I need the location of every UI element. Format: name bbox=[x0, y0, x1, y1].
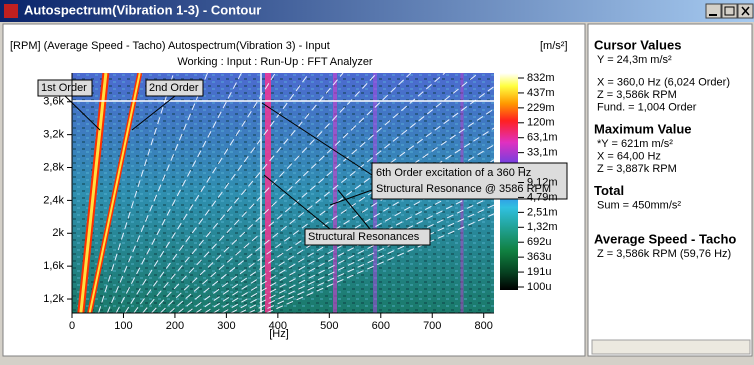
order-line bbox=[248, 194, 494, 313]
panel-value: *Y = 621m m/s² bbox=[597, 138, 673, 150]
x-axis-label: [Hz] bbox=[269, 328, 289, 340]
colorbar-label: 9,12m bbox=[527, 176, 558, 188]
resonance-band bbox=[333, 73, 337, 313]
y-tick-label: 2,4k bbox=[43, 194, 64, 206]
x-tick-label: 400 bbox=[269, 320, 287, 332]
order-line bbox=[159, 73, 412, 313]
colorbar-label: 2,51m bbox=[527, 206, 558, 218]
x-tick-label: 200 bbox=[166, 320, 184, 332]
panel-heading: Cursor Values bbox=[594, 37, 681, 52]
plot-title: [RPM] (Average Speed - Tacho) Autospectr… bbox=[10, 40, 330, 52]
colorbar-label: 100u bbox=[527, 281, 551, 293]
order-line bbox=[124, 73, 276, 313]
panel-heading: Maximum Value bbox=[594, 121, 692, 136]
panel-value: Fund. = 1,004 Order bbox=[597, 101, 697, 113]
panel-value: Z = 3,586k RPM (59,76 Hz) bbox=[597, 248, 731, 260]
annotation-pointer bbox=[263, 174, 331, 230]
colorbar-label: 4,79m bbox=[527, 191, 558, 203]
colorbar-label: 63,1m bbox=[527, 132, 558, 144]
colorbar-label: 832m bbox=[527, 72, 555, 84]
annotation-box bbox=[371, 162, 568, 200]
window-buttons[interactable] bbox=[705, 3, 754, 19]
order-line bbox=[79, 73, 108, 313]
x-tick-label: 100 bbox=[114, 320, 132, 332]
annotation-text: 2nd Order bbox=[149, 82, 199, 94]
annotation-text: 6th Order excitation of a 360 Hz bbox=[376, 167, 531, 179]
window-title: Autospectrum(Vibration 1-3) - Contour bbox=[24, 2, 261, 17]
panel-value: Sum = 450mm/s² bbox=[597, 199, 681, 211]
x-tick-label: 500 bbox=[320, 320, 338, 332]
annotation-box bbox=[145, 79, 204, 97]
panel-value: Z = 3,887k RPM bbox=[597, 163, 677, 175]
colorbar-label: 437m bbox=[527, 87, 555, 99]
y-tick-label: 2,8k bbox=[43, 161, 64, 173]
annotation-text: Structural Resonances bbox=[308, 231, 420, 243]
colorbar-label: 120m bbox=[527, 117, 555, 129]
order-line bbox=[177, 73, 479, 313]
order-line bbox=[142, 73, 344, 313]
annotation-pointer bbox=[337, 189, 371, 230]
colorbar-label: 1,32m bbox=[527, 221, 558, 233]
colorbar-label: 229m bbox=[527, 102, 555, 114]
order-line bbox=[186, 85, 494, 313]
y-tick-label: 3,2k bbox=[43, 129, 64, 141]
x-tick-label: 300 bbox=[217, 320, 235, 332]
annotation-box bbox=[37, 79, 93, 97]
annotation-pointer bbox=[131, 95, 176, 131]
x-tick-label: 700 bbox=[423, 320, 441, 332]
order-line bbox=[168, 73, 446, 313]
values-panel bbox=[587, 23, 753, 357]
annotation-text: 1st Order bbox=[41, 82, 87, 94]
order-line bbox=[266, 213, 494, 313]
unit-label: [m/s²] bbox=[540, 40, 568, 52]
resonance-band bbox=[265, 73, 271, 313]
annotation-text: Structural Resonance @ 3586 RPM bbox=[376, 183, 551, 195]
panel-value: X = 360,0 Hz (6,024 Order) bbox=[597, 76, 730, 88]
y-tick-label: 3,6k bbox=[43, 96, 64, 108]
order-line bbox=[195, 108, 494, 313]
panel-value: Y = 24,3m m/s² bbox=[597, 54, 672, 66]
panel-value: Z = 3,586k RPM bbox=[597, 89, 677, 101]
order-line bbox=[98, 73, 175, 313]
colorbar-label: 191u bbox=[527, 266, 551, 278]
y-tick-label: 1,6k bbox=[43, 260, 64, 272]
y-tick-label: 2k bbox=[52, 227, 64, 239]
app-icon bbox=[4, 4, 18, 18]
order-line bbox=[115, 73, 242, 313]
annotation-box bbox=[304, 228, 431, 246]
title-bar bbox=[0, 0, 754, 22]
panel-heading: Total bbox=[594, 183, 624, 198]
annotation-pointer bbox=[261, 102, 373, 176]
plot-subtitle: Working : Input : Run-Up : FFT Analyzer bbox=[177, 56, 373, 68]
x-tick-label: 0 bbox=[69, 320, 75, 332]
maximize-button[interactable] bbox=[721, 3, 738, 19]
scrollbar[interactable] bbox=[591, 339, 751, 355]
annotation-pointer bbox=[329, 189, 373, 206]
colorbar-label: 33,1m bbox=[527, 147, 558, 159]
x-tick-label: 600 bbox=[372, 320, 390, 332]
colorbar-label: 363u bbox=[527, 251, 551, 263]
colorbar-label: 692u bbox=[527, 236, 551, 248]
y-tick-label: 1,2k bbox=[43, 293, 64, 305]
panel-heading: Average Speed - Tacho bbox=[594, 231, 736, 246]
order-line bbox=[133, 73, 310, 313]
panel-value: X = 64,00 Hz bbox=[597, 150, 661, 162]
x-tick-label: 800 bbox=[475, 320, 493, 332]
order-line bbox=[88, 73, 141, 313]
